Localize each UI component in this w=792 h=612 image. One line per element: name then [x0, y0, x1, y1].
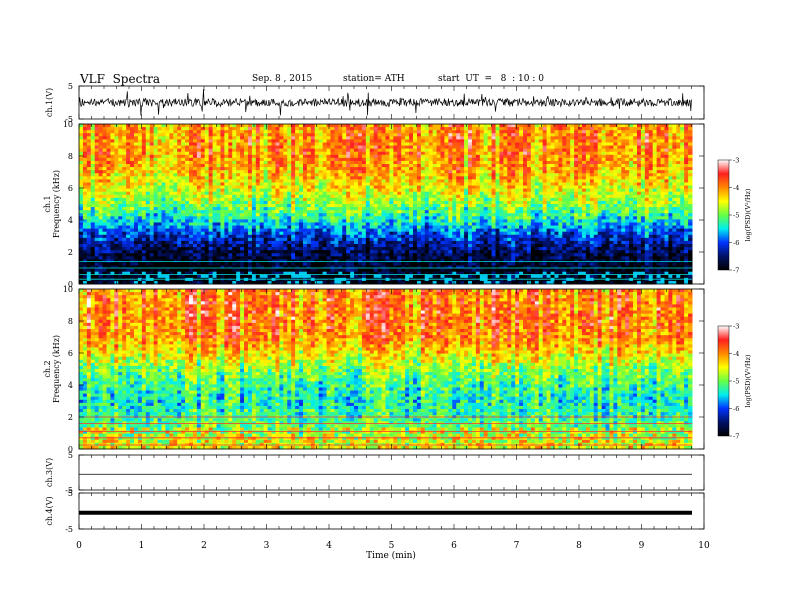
- colorbar-tick-label: -6: [733, 405, 739, 413]
- y-tick-label: 5: [68, 489, 73, 498]
- y-tick-label: 2: [68, 413, 73, 422]
- x-tick-label: 2: [201, 541, 207, 551]
- y-axis-label: ch.1(V): [45, 88, 54, 117]
- panel-frame-4: [79, 455, 704, 490]
- y-tick-label: 8: [68, 317, 73, 326]
- y-tick-label: 10: [63, 120, 73, 129]
- colorbar-gradient: [718, 326, 729, 436]
- y-tick-label: 5: [68, 451, 73, 460]
- x-tick-label: 0: [76, 541, 82, 551]
- x-tick-label: 9: [639, 541, 645, 551]
- colorbar-tick-label: -5: [733, 212, 739, 220]
- x-tick-label: 7: [514, 541, 520, 551]
- y-tick-label: 10: [63, 285, 73, 294]
- y-tick-label: 6: [68, 349, 73, 358]
- y-axis-label: ch.1: [43, 195, 52, 212]
- colorbar-tick-label: -3: [733, 323, 739, 331]
- vlf-figure: 5-5ch.1(V)0246810ch.1 Frequency (kHz)0246…: [0, 0, 792, 612]
- x-tick-label: 8: [576, 541, 582, 551]
- colorbar-tick-label: -4: [733, 184, 739, 192]
- y-tick-label: 5: [68, 82, 73, 91]
- colorbar-1: -3 -4 -5 -6 -7 log(PSD)(V²/Hz): [718, 157, 752, 275]
- colorbar-label: log(PSD)(V²/Hz): [744, 354, 752, 407]
- y-tick-label: 4: [68, 216, 73, 225]
- y-tick-label: 8: [68, 152, 73, 161]
- y-tick-label: 6: [68, 184, 73, 193]
- spectrogram-ch2: [79, 289, 693, 450]
- colorbar-tick-label: -3: [733, 157, 739, 165]
- waveform-ch1-line: [79, 89, 692, 115]
- x-tick-label: 3: [264, 541, 270, 551]
- x-axis-label: Time (min): [366, 550, 416, 561]
- spectrogram-ch1: [79, 124, 693, 285]
- colorbar-tick-label: -4: [733, 350, 739, 358]
- x-tick-label: 1: [139, 541, 145, 551]
- x-tick-label: 6: [451, 541, 457, 551]
- x-tick-label: 10: [698, 541, 710, 551]
- y-axis-label: ch.3(V): [45, 458, 54, 487]
- colorbar-tick-label: -7: [733, 433, 739, 441]
- y-axis-label: Frequency (kHz): [52, 170, 61, 238]
- y-axis-label: ch.4(V): [45, 496, 54, 525]
- colorbar-2: -3 -4 -5 -6 -7 log(PSD)(V²/Hz): [718, 323, 752, 441]
- colorbar-tick-label: -6: [733, 239, 739, 247]
- colorbar-gradient: [718, 160, 729, 270]
- x-tick-label: 4: [326, 541, 332, 551]
- y-axis-label: ch.2: [43, 360, 52, 377]
- y-tick-label: -5: [65, 525, 73, 534]
- y-tick-label: 2: [68, 248, 73, 257]
- colorbar-tick-label: -7: [733, 267, 739, 275]
- x-tick-label: 5: [389, 541, 395, 551]
- y-tick-label: 4: [68, 381, 73, 390]
- colorbar-label: log(PSD)(V²/Hz): [744, 188, 752, 241]
- y-axis-label: Frequency (kHz): [52, 335, 61, 403]
- colorbar-tick-label: -5: [733, 378, 739, 386]
